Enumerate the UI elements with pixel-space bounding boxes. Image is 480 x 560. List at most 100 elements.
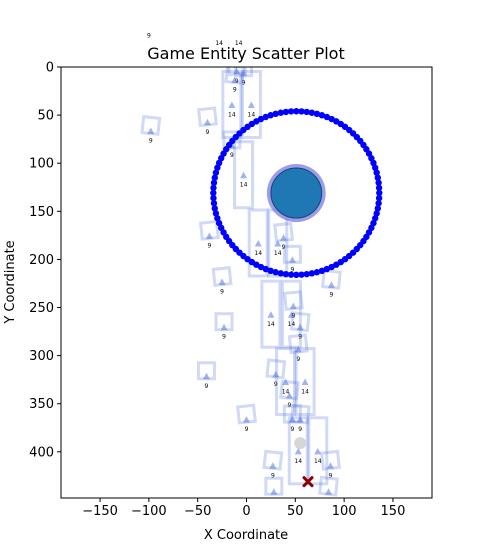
- entity-point: 9: [273, 221, 295, 251]
- entity-point: 9: [211, 266, 233, 296]
- entity-point: 9: [282, 404, 302, 433]
- entity-point: 14: [260, 279, 282, 349]
- entity-label: 9: [290, 266, 294, 273]
- y-tick-label: 0: [46, 61, 54, 76]
- player-marker: [266, 164, 326, 223]
- entity-label: 14: [240, 182, 248, 189]
- entity-marker: [147, 127, 155, 134]
- entity-point: 9: [234, 67, 254, 87]
- entity-label: 14: [282, 389, 290, 396]
- entity-marker: [203, 118, 211, 126]
- entity-box: [247, 208, 269, 278]
- ring-point: [287, 108, 295, 115]
- entity-marker: [314, 447, 322, 455]
- entity-point: 9: [140, 115, 162, 144]
- y-tick-label: 400: [29, 445, 54, 460]
- entity-label: 14: [274, 250, 282, 257]
- entity-marker: [274, 240, 282, 247]
- ring-point: [370, 159, 377, 167]
- ring-point: [308, 270, 316, 277]
- ring-point: [293, 108, 300, 115]
- x-tick-label: −50: [184, 504, 211, 519]
- entity-marker: [280, 234, 288, 241]
- entity-point: 9: [196, 361, 216, 390]
- entity-marker: [288, 256, 296, 263]
- entity-point: 9: [279, 379, 300, 409]
- entity-label: 9: [274, 381, 278, 388]
- ring-point: [328, 263, 335, 271]
- entity-marker: [289, 302, 297, 310]
- entity-marker: [269, 462, 277, 469]
- ring-point: [277, 109, 284, 116]
- ring-point: [313, 110, 321, 118]
- entity-label: 14: [314, 458, 322, 465]
- entity-marker: [240, 171, 248, 179]
- ring-point: [210, 189, 217, 197]
- ring-point: [272, 269, 279, 276]
- y-tick-label: 250: [29, 301, 54, 316]
- entity-label: 9: [288, 402, 292, 409]
- entity-label: 14: [215, 40, 223, 47]
- ring-point: [293, 271, 300, 279]
- ring-point: [303, 270, 310, 278]
- entity-label: 9: [291, 313, 295, 320]
- ring-point: [372, 215, 379, 222]
- x-axis-ticks: −150 −100 −50 0 50 100 150: [82, 498, 405, 519]
- entity-marker: [294, 447, 302, 455]
- entity-point: 9: [197, 106, 218, 136]
- entity-label: 9: [242, 80, 246, 87]
- entity-label: 9: [327, 498, 331, 505]
- ring-point: [318, 267, 326, 275]
- entity-box: [275, 347, 297, 417]
- entity-marker: [220, 323, 228, 331]
- ring-point: [373, 169, 380, 176]
- entity-label: 9: [230, 152, 234, 159]
- entity-marker: [267, 311, 275, 318]
- entity-label: 14: [235, 40, 243, 47]
- ring-point: [375, 179, 382, 186]
- entity-label: 9: [147, 32, 151, 39]
- entity-point: 9: [236, 403, 257, 433]
- y-axis-ticks: 0 50 100 150 200 250 300 350 400: [29, 61, 61, 460]
- ring-point: [210, 179, 218, 186]
- x-tick-label: −100: [131, 504, 167, 519]
- entity-label: 9: [296, 356, 300, 363]
- entity-marker: [287, 311, 295, 318]
- x-tick-label: −150: [82, 504, 118, 519]
- ring-point: [375, 200, 382, 207]
- entity-label: 14: [267, 321, 275, 328]
- ring-point: [374, 205, 382, 212]
- entity-label: 9: [245, 426, 249, 433]
- ring-point: [262, 113, 269, 121]
- ring-point: [373, 210, 380, 217]
- ring-point: [282, 270, 290, 278]
- x-axis-label: X Coordinate: [204, 528, 288, 543]
- entity-label: 9: [330, 291, 334, 298]
- y-tick-label: 50: [37, 109, 54, 124]
- entity-marker: [326, 462, 334, 469]
- ring-point: [372, 164, 379, 171]
- entity-box: [307, 416, 329, 486]
- outside-labels: 9 14 14: [147, 32, 243, 47]
- entity-point: 14: [240, 69, 262, 139]
- ring-point: [214, 215, 221, 222]
- ring-point: [210, 200, 218, 207]
- entity-label: 14: [294, 458, 302, 465]
- entity-label: 9: [149, 137, 153, 144]
- entity-marker: [294, 345, 302, 353]
- ring-point: [287, 271, 295, 278]
- entity-point: 9: [214, 312, 234, 341]
- entity-marker: [288, 416, 296, 423]
- entity-label: 9: [272, 498, 276, 505]
- entity-point: 9: [198, 219, 220, 249]
- entity-point: 9: [289, 403, 311, 433]
- ring-point: [215, 219, 223, 227]
- entity-point: 9: [262, 449, 284, 479]
- entity-point: 14: [267, 208, 289, 278]
- entity-marker: [282, 378, 290, 386]
- ring-point: [323, 265, 331, 273]
- target-x-shape: [302, 476, 314, 488]
- ring-point: [211, 205, 218, 212]
- entity-marker: [296, 323, 304, 331]
- ring-point: [318, 112, 326, 119]
